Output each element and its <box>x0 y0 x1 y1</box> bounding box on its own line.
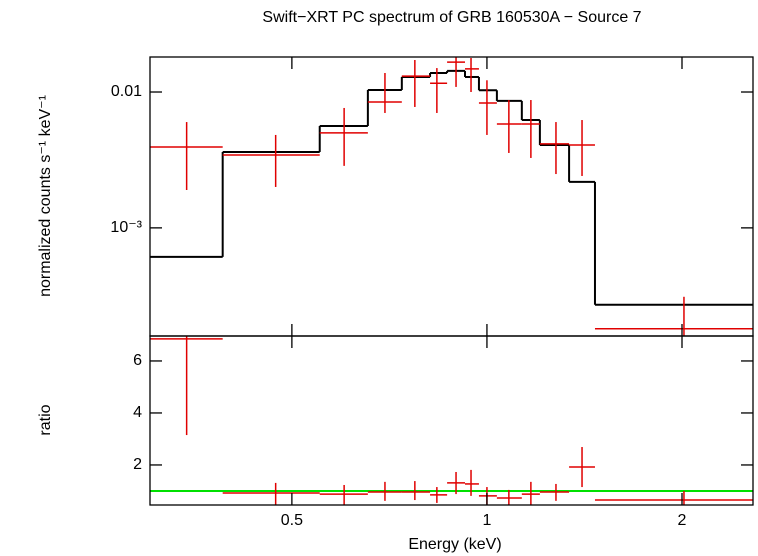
x-tick-label: 1 <box>482 512 491 529</box>
x-tick-label: 0.5 <box>281 512 303 529</box>
y-tick-label: 10⁻³ <box>110 219 142 236</box>
x-tick-label: 2 <box>678 512 687 529</box>
x-axis-label: Energy (keV) <box>408 536 501 553</box>
plot-area <box>150 336 753 505</box>
y-tick-label: 6 <box>133 352 142 369</box>
chart-title: Swift−XRT PC spectrum of GRB 160530A − S… <box>262 9 641 26</box>
y-axis-label: ratio <box>37 404 54 435</box>
y-tick-label: 4 <box>133 404 142 421</box>
y-axis-label: normalized counts s⁻¹ keV⁻¹ <box>37 95 54 297</box>
y-tick-label: 2 <box>133 456 142 473</box>
y-tick-label: 0.01 <box>111 83 142 100</box>
plot-area <box>150 57 753 336</box>
plot-frame <box>149 335 754 506</box>
plot-frame <box>149 56 754 337</box>
